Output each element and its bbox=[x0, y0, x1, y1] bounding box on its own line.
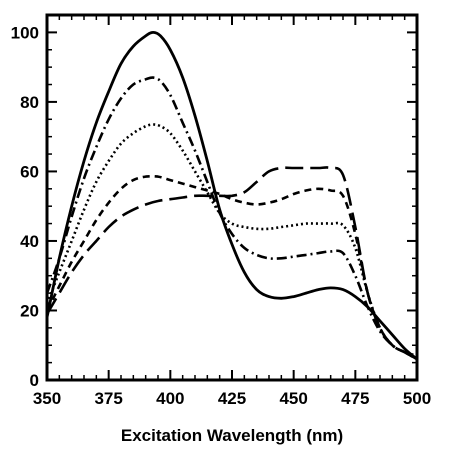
series-line-dashed bbox=[45, 174, 418, 361]
x-tick-label: 425 bbox=[218, 389, 246, 408]
x-tick-label: 400 bbox=[156, 389, 184, 408]
x-tick-label: 375 bbox=[94, 389, 122, 408]
x-tick-label: 350 bbox=[33, 389, 61, 408]
y-tick-label: 0 bbox=[30, 371, 39, 390]
plot-frame bbox=[45, 13, 419, 382]
x-tick-label: 450 bbox=[279, 389, 307, 408]
y-tick-label: 40 bbox=[20, 232, 39, 251]
series-group bbox=[45, 31, 418, 361]
y-tick-label: 20 bbox=[20, 301, 39, 320]
plot-frame-group bbox=[45, 13, 419, 382]
series-line-dash-dot bbox=[45, 76, 418, 357]
y-tick-label: 80 bbox=[20, 93, 39, 112]
series-line-solid bbox=[45, 31, 418, 361]
series-line-long-dash bbox=[45, 166, 418, 361]
x-axis-title: Excitation Wavelength (nm) bbox=[121, 426, 343, 445]
x-tick-label: 500 bbox=[403, 389, 431, 408]
y-tick-label: 60 bbox=[20, 162, 39, 181]
ticks-group: 350 375 400 425 450 475 500 0 20 40 60 80 100 bbox=[11, 14, 431, 408]
series-line-dotted bbox=[45, 123, 418, 361]
y-tick-label: 100 bbox=[11, 23, 39, 42]
x-tick-label: 475 bbox=[341, 389, 369, 408]
